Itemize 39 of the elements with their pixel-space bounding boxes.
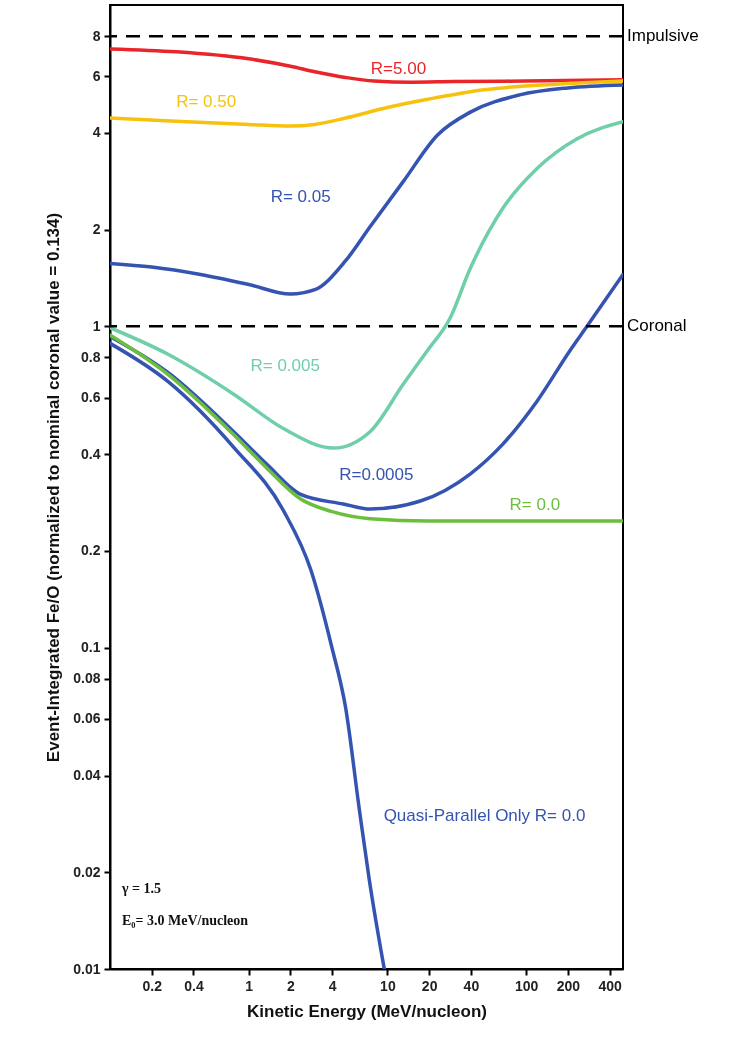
y-tick-label: 0.4 xyxy=(81,445,101,462)
y-tick-label: 0.8 xyxy=(81,348,101,365)
y-tick-label: 1 xyxy=(92,317,101,334)
x-tick-label: 100 xyxy=(514,977,539,994)
x-tick-label: 0.4 xyxy=(184,977,204,994)
y-tick-label: 2 xyxy=(92,221,101,238)
y-tick-label: 0.04 xyxy=(73,767,101,784)
x-tick-label: 10 xyxy=(380,977,396,994)
series-label: R=5.00 xyxy=(370,59,427,79)
series-label: R= 0.0 xyxy=(509,494,561,514)
x-tick-label: 40 xyxy=(463,977,480,994)
ref-line-label: Coronal xyxy=(627,316,687,336)
series-label: Quasi-Parallel Only R= 0.0 xyxy=(383,805,586,825)
y-axis-title: Event-Integrated Fe/O (normalized to nominal coronal value = 0.134) xyxy=(44,212,64,763)
series-label: R= 0.50 xyxy=(176,91,237,111)
y-tick-label: 0.02 xyxy=(73,863,101,880)
x-tick-label: 2 xyxy=(287,977,296,994)
y-tick-label: 0.01 xyxy=(73,960,101,977)
y-tick-label: 0.08 xyxy=(73,670,101,687)
annotation: E₀= 3.0 MeV/nucleon xyxy=(122,913,249,928)
y-tick-label: 0.1 xyxy=(81,639,101,656)
x-tick-label: 1 xyxy=(245,977,254,994)
y-tick-label: 0.2 xyxy=(81,542,101,559)
series-label: R= 0.005 xyxy=(250,356,320,376)
y-tick-label: 0.06 xyxy=(73,710,101,727)
x-axis-title: Kinetic Energy (MeV/nucleon) xyxy=(247,1001,487,1021)
text: R= 0.05 xyxy=(270,186,331,206)
x-tick-label: 400 xyxy=(598,977,622,994)
ref-line-label: Impulsive xyxy=(627,26,699,46)
y-tick-label: 6 xyxy=(92,67,101,84)
y-tick-label: 4 xyxy=(92,124,101,141)
series-label: R=0.0005 xyxy=(339,464,414,484)
x-tick-label: 0.2 xyxy=(142,977,163,994)
y-tick-label: 0.6 xyxy=(81,389,101,406)
x-tick-label: 4 xyxy=(328,977,337,994)
x-tick-label: 20 xyxy=(421,977,438,994)
y-tick-label: 8 xyxy=(92,27,101,44)
x-tick-label: 200 xyxy=(556,977,581,994)
annotation: γ = 1.5 xyxy=(121,881,162,896)
